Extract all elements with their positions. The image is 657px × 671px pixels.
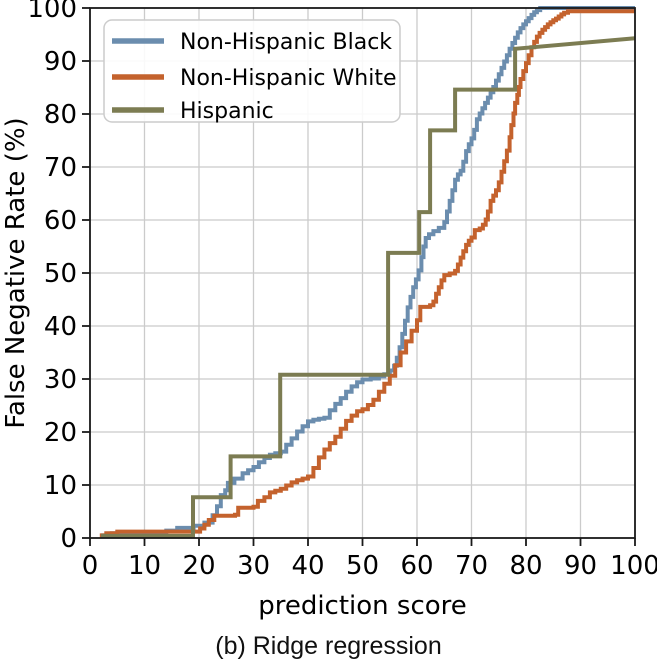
legend-label: Non-Hispanic White [180, 66, 396, 91]
x-tick-label: 50 [346, 551, 379, 581]
series-line-non-hispanic-black [100, 6, 635, 538]
axis-ticks: 0 10 20 30 40 50 60 70 80 90 100 0 10 20 30 40 50 60 70 80 9… [27, 0, 657, 581]
series-line-hispanic [100, 36, 636, 538]
x-tick-label: 60 [400, 551, 433, 581]
x-tick-label: 100 [610, 551, 657, 581]
x-tick-label: 20 [182, 551, 215, 581]
y-tick-label: 20 [44, 418, 77, 448]
y-tick-label: 50 [44, 259, 77, 289]
x-tick-label: 70 [455, 551, 488, 581]
y-tick-label: 80 [44, 100, 77, 130]
x-tick-label: 90 [564, 551, 597, 581]
y-tick-label: 100 [27, 0, 77, 24]
chart-canvas: 0 10 20 30 40 50 60 70 80 90 100 0 10 20 30 40 50 60 70 80 9… [1, 0, 657, 621]
figure-caption: (b) Ridge regression [215, 632, 442, 660]
series-line-non-hispanic-white [99, 9, 635, 538]
legend-entry: Non-Hispanic White [112, 66, 396, 91]
y-axis-label: False Negative Rate (%) [1, 117, 31, 428]
legend-entry: Non-Hispanic Black [112, 30, 392, 55]
series-lines [99, 6, 636, 538]
x-tick-label: 80 [509, 551, 542, 581]
x-tick-label: 10 [128, 551, 161, 581]
legend-entry: Hispanic [112, 99, 274, 124]
x-tick-label: 40 [291, 551, 324, 581]
legend-box [103, 19, 401, 123]
y-tick-label: 70 [44, 153, 77, 183]
legend-label: Hispanic [180, 99, 274, 124]
x-tick-label: 0 [82, 551, 99, 581]
y-tick-label: 90 [44, 47, 77, 77]
legend-label: Non-Hispanic Black [180, 30, 392, 55]
y-tick-label: 0 [60, 524, 77, 554]
y-tick-label: 60 [44, 206, 77, 236]
legend: Non-Hispanic Black Non-Hispanic White Hisp… [103, 19, 401, 124]
y-tick-label: 10 [44, 471, 77, 501]
x-axis-label: prediction score [258, 591, 467, 621]
y-tick-label: 30 [44, 365, 77, 395]
y-tick-label: 40 [44, 312, 77, 342]
x-tick-label: 30 [237, 551, 270, 581]
